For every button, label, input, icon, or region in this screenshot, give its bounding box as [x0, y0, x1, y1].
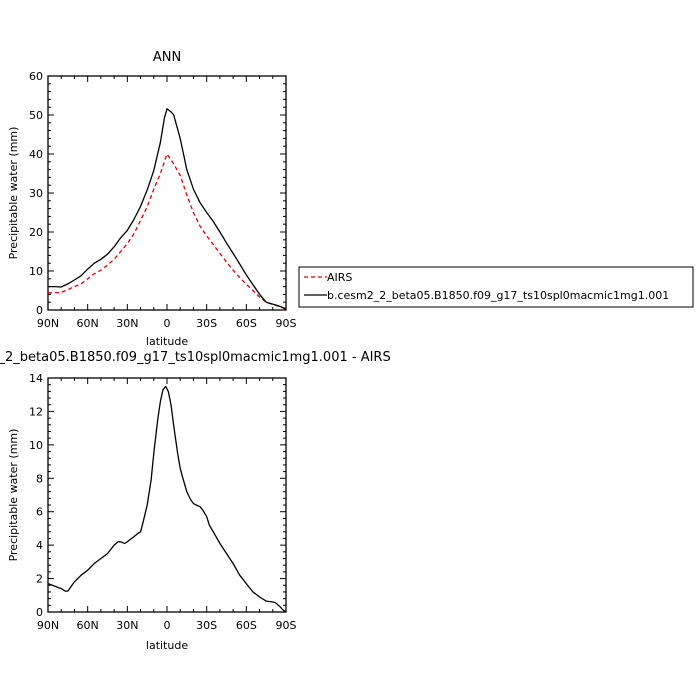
mean-y-tick-label: 50	[29, 109, 43, 122]
mean-y-tick-label: 40	[29, 148, 43, 161]
difference-x-axis-label: latitude	[146, 639, 188, 652]
legend-label-model: b.cesm2_2_beta05.B1850.f09_g17_ts10spl0m…	[327, 289, 669, 302]
mean-axis-ticks: 90N 60N 30N 0 30S 60S 90S 0 10 20 30 40 50 60	[29, 70, 297, 330]
difference-y-axis-label: Precipitable water (mm)	[7, 429, 20, 562]
legend-label-airs: AIRS	[327, 271, 352, 284]
mean-series-line-1	[48, 108, 287, 310]
difference-y-tick-label: 6	[36, 506, 43, 519]
mean-x-tick-label: 60N	[77, 317, 99, 330]
difference-y-tick-label: 14	[29, 372, 43, 385]
difference-x-tick-label: 90N	[37, 619, 59, 632]
mean-x-tick-label: 90N	[37, 317, 59, 330]
difference-panel-title: b.cesm2_2_beta05.B1850.f09_g17_ts10spl0m…	[0, 350, 391, 365]
difference-x-tick-label: 60S	[236, 619, 257, 632]
difference-x-tick-label: 30N	[116, 619, 138, 632]
difference-series-lines	[47, 385, 287, 613]
mean-series-lines	[48, 108, 287, 310]
mean-y-tick-label: 20	[29, 226, 43, 239]
difference-x-tick-label: 30S	[196, 619, 217, 632]
legend-box	[298, 266, 694, 308]
difference-series-line-0	[47, 385, 287, 613]
difference-y-tick-label: 4	[36, 539, 43, 552]
legend: AIRS b.cesm2_2_beta05.B1850.f09_g17_ts10…	[298, 266, 694, 308]
mean-y-axis-label: Precipitable water (mm)	[7, 127, 20, 260]
mean-series-line-0	[48, 153, 287, 310]
difference-x-tick-label: 90S	[276, 619, 297, 632]
mean-x-tick-label: 90S	[276, 317, 297, 330]
difference-y-tick-label: 2	[36, 573, 43, 586]
difference-axis-ticks: 90N 60N 30N 0 30S 60S 90S 0 2 4 6 8 10 12 14	[29, 372, 297, 632]
difference-panel: b.cesm2_2_beta05.B1850.f09_g17_ts10spl0m…	[0, 350, 391, 652]
mean-y-tick-label: 10	[29, 265, 43, 278]
difference-plot-frame	[47, 377, 287, 613]
mean-panel: ANN 90N 60N 30N 0 30S 60S 90S 0 10 20 30 40 50 60 lat…	[7, 50, 297, 348]
difference-y-tick-label: 10	[29, 439, 43, 452]
mean-x-tick-label: 30N	[116, 317, 138, 330]
mean-y-tick-label: 60	[29, 70, 43, 83]
difference-y-tick-label: 0	[36, 606, 43, 619]
difference-y-tick-label: 8	[36, 472, 43, 485]
mean-y-tick-label: 0	[36, 304, 43, 317]
difference-x-tick-label: 0	[164, 619, 171, 632]
mean-x-tick-label: 60S	[236, 317, 257, 330]
difference-y-tick-label: 12	[29, 405, 43, 418]
difference-x-tick-label: 60N	[77, 619, 99, 632]
mean-x-axis-label: latitude	[146, 335, 188, 348]
mean-x-tick-label: 0	[164, 317, 171, 330]
mean-y-tick-label: 30	[29, 187, 43, 200]
mean-x-tick-label: 30S	[196, 317, 217, 330]
mean-panel-title: ANN	[153, 50, 181, 65]
